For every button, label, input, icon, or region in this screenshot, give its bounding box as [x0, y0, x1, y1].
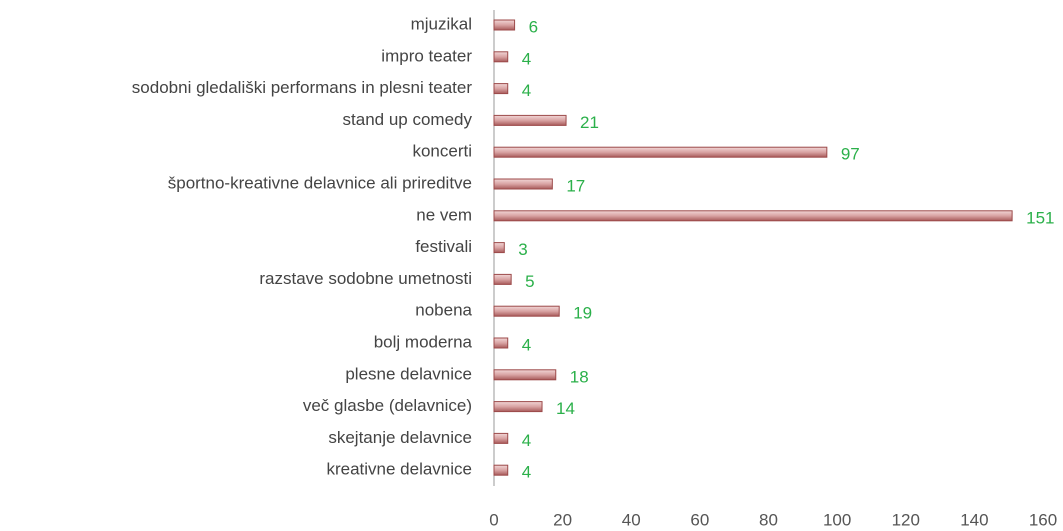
- value-label: 18: [570, 367, 589, 386]
- x-tick-label: 80: [759, 510, 778, 529]
- y-tick-label: skejtanje delavnice: [328, 428, 472, 447]
- y-tick-label: impro teater: [381, 46, 472, 65]
- x-tick-label: 120: [892, 510, 920, 529]
- y-tick-label: bolj moderna: [374, 332, 473, 351]
- value-label: 21: [580, 113, 599, 132]
- value-label: 3: [518, 240, 527, 259]
- bar: [493, 51, 509, 63]
- x-tick-label: 60: [690, 510, 709, 529]
- value-label: 19: [573, 304, 592, 323]
- value-label: 97: [841, 145, 860, 164]
- x-tick-label: 160: [1029, 510, 1057, 529]
- value-label: 151: [1026, 208, 1054, 227]
- bar: [493, 19, 516, 31]
- value-label: 4: [522, 431, 531, 450]
- value-label: 14: [556, 399, 575, 418]
- y-tick-label: kreativne delavnice: [326, 460, 472, 479]
- y-tick-label: ne vem: [416, 205, 472, 224]
- y-tick-label: sodobni gledališki performans in plesni …: [132, 78, 473, 97]
- y-tick-label: koncerti: [412, 142, 472, 161]
- y-tick-label: plesne delavnice: [345, 364, 472, 383]
- y-tick-label: nobena: [415, 301, 472, 320]
- value-label: 4: [522, 81, 531, 100]
- y-tick-label: razstave sodobne umetnosti: [259, 269, 472, 288]
- y-tick-label: več glasbe (delavnice): [303, 396, 472, 415]
- x-tick-label: 140: [960, 510, 988, 529]
- bar: [493, 83, 509, 95]
- bar: [493, 337, 509, 349]
- value-label: 6: [529, 17, 538, 36]
- y-tick-label: mjuzikal: [411, 14, 472, 33]
- bar: [493, 210, 1013, 222]
- bar: [493, 369, 557, 381]
- bar: [493, 401, 543, 413]
- bar: [493, 305, 560, 317]
- bar: [493, 178, 553, 190]
- y-tick-label: športno-kreativne delavnice ali priredit…: [168, 173, 472, 192]
- bar: [493, 464, 509, 476]
- value-label: 5: [525, 272, 534, 291]
- y-tick-label: festivali: [415, 237, 472, 256]
- bar: [493, 432, 509, 444]
- x-tick-label: 0: [489, 510, 498, 529]
- bar: [493, 242, 505, 254]
- y-tick-label: stand up comedy: [343, 110, 473, 129]
- value-label: 4: [522, 335, 531, 354]
- x-tick-label: 20: [553, 510, 572, 529]
- value-label: 17: [566, 176, 585, 195]
- bar: [493, 146, 828, 158]
- bar: [493, 114, 567, 126]
- value-label: 4: [522, 49, 531, 68]
- value-label: 4: [522, 463, 531, 482]
- bar: [493, 273, 512, 285]
- x-tick-label: 40: [622, 510, 641, 529]
- x-tick-label: 100: [823, 510, 851, 529]
